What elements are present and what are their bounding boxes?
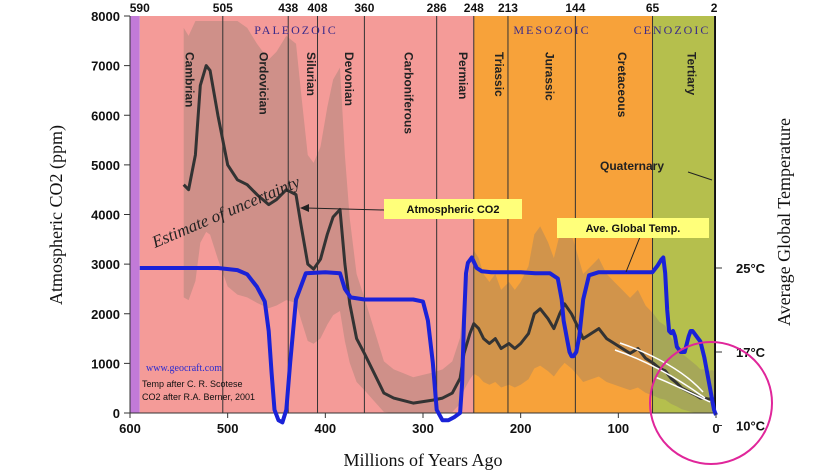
period-label-devonian: Devonian	[342, 52, 356, 106]
bg-quaternary	[714, 16, 716, 413]
y2-ticks: 25°C 17°C 10°C	[716, 261, 766, 434]
y-ticks: 0 1000 2000 3000 4000 5000 6000 7000 8000	[91, 9, 130, 421]
top-tick-65: 65	[646, 1, 660, 15]
period-backgrounds	[130, 16, 716, 413]
co2-callout-pointer	[305, 207, 385, 211]
period-label-tertiary: Tertiary	[684, 52, 698, 95]
co2-callout-arrowhead	[300, 204, 309, 212]
y2-axis-label: Average Global Temperature	[774, 118, 794, 326]
co2-callout: Atmospheric CO2	[300, 199, 522, 219]
top-tick-408: 408	[308, 1, 328, 15]
top-tick-286: 286	[427, 1, 447, 15]
y2-tick-label-25°C: 25°C	[736, 261, 766, 276]
temp-callout-pointer	[625, 236, 641, 273]
credit-co2: CO2 after R.A. Berner, 2001	[142, 392, 255, 402]
period-label-cretaceous: Cretaceous	[615, 52, 629, 118]
y-tick-label-8000: 8000	[91, 9, 120, 24]
y-tick-label-0: 0	[113, 406, 120, 421]
period-label-jurassic: Jurassic	[543, 52, 557, 101]
x-ticks: 600 500 400 300 200 100 0	[119, 413, 720, 436]
top-tick-144: 144	[565, 1, 585, 15]
white-streak-1	[619, 342, 704, 393]
top-tick-360: 360	[354, 1, 374, 15]
white-streak-3	[654, 376, 711, 403]
source-url: www.geocraft.com	[146, 363, 222, 374]
y-axis-label: Atmospheric CO2 (ppm)	[46, 125, 67, 305]
top-tick-213: 213	[498, 1, 518, 15]
y2-tick-label-17°C: 17°C	[736, 345, 766, 360]
top-tick-505: 505	[213, 1, 233, 15]
recent-warming-markers	[614, 342, 711, 403]
bg-cenozoic	[652, 16, 715, 413]
credit-temp: Temp after C. R. Scotese	[142, 379, 243, 389]
quaternary-pointer	[687, 171, 713, 181]
x-axis-label: Millions of Years Ago	[343, 450, 502, 470]
period-label-ordovician: Ordovician	[257, 52, 271, 115]
temp-callout-box	[557, 218, 709, 238]
period-label-permian: Permian	[456, 52, 470, 99]
y-tick-label-7000: 7000	[91, 59, 120, 74]
era-label-mesozoic: MESOZOIC	[513, 23, 590, 37]
era-label-cenozoic: CENOZOIC	[634, 23, 711, 37]
y-tick-label-4000: 4000	[91, 208, 120, 223]
temp-callout-label: Ave. Global Temp.	[586, 223, 681, 235]
top-ticks: 590 505 438 408 360 286 248 213 144 65 2	[130, 1, 718, 15]
x-tick-label-200: 200	[510, 421, 532, 436]
x-tick-label-300: 300	[412, 421, 434, 436]
period-label-cambrian: Cambrian	[182, 52, 196, 107]
y-tick-label-5000: 5000	[91, 158, 120, 173]
y-tick-label-6000: 6000	[91, 108, 120, 123]
white-streak-2	[614, 349, 706, 399]
quaternary-callout: Quaternary	[600, 159, 713, 181]
co2-callout-label: Atmospheric CO2	[407, 204, 500, 216]
period-label-carboniferous: Carboniferous	[402, 52, 416, 134]
top-tick-248: 248	[464, 1, 484, 15]
temp-series	[139, 255, 718, 425]
y2-tick-label-10°C: 10°C	[736, 419, 766, 434]
x-tick-label-500: 500	[217, 421, 239, 436]
quaternary-label: Quaternary	[600, 159, 664, 173]
y-tick-label-3000: 3000	[91, 257, 120, 272]
top-tick-2: 2	[711, 1, 718, 15]
x-tick-label-0: 0	[712, 421, 719, 436]
period-labels: Cambrian Ordovician Silurian Devonian Carbon…	[182, 52, 698, 134]
bg-pre-cambrian	[130, 16, 140, 413]
co2-series	[182, 64, 715, 405]
top-tick-590: 590	[130, 1, 150, 15]
x-tick-label-100: 100	[607, 421, 629, 436]
temp-line	[139, 255, 718, 425]
co2-callout-box	[384, 199, 522, 219]
period-label-silurian: Silurian	[304, 52, 318, 96]
highlight-circle	[649, 341, 773, 465]
era-label-paleozoic: PALEOZOIC	[254, 23, 338, 37]
co2-line	[182, 64, 715, 405]
temp-callout: Ave. Global Temp.	[557, 218, 709, 273]
x-tick-label-400: 400	[314, 421, 336, 436]
top-tick-438: 438	[278, 1, 298, 15]
period-label-triassic: Triassic	[492, 52, 506, 97]
era-labels: PALEOZOIC MESOZOIC CENOZOIC	[254, 23, 711, 37]
y-tick-label-2000: 2000	[91, 307, 120, 322]
x-tick-label-600: 600	[119, 421, 141, 436]
y-tick-label-1000: 1000	[91, 356, 120, 371]
